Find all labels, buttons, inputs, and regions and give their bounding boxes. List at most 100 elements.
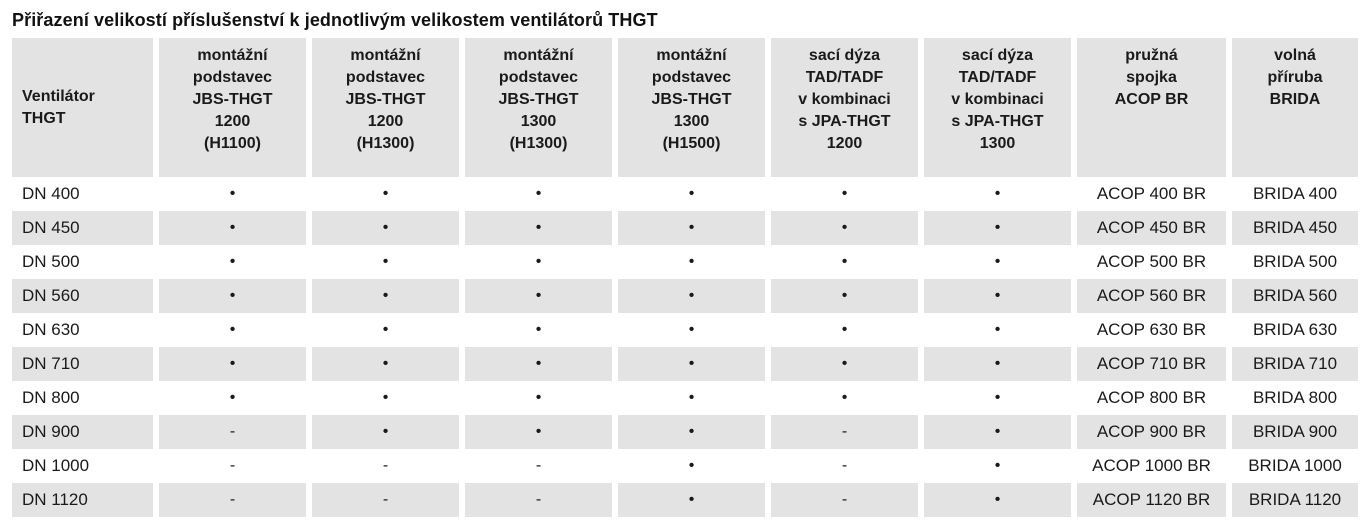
cell-acop: ACOP 1120 BR	[1077, 483, 1226, 517]
cell-marker-col-6: •	[924, 415, 1071, 449]
header-column-8: volná příruba BRIDA	[1232, 38, 1358, 177]
cell-marker-col-2: -	[312, 483, 459, 517]
cell-brida: BRIDA 800	[1232, 381, 1358, 415]
cell-acop: ACOP 560 BR	[1077, 279, 1226, 313]
cell-marker-col-1: -	[159, 449, 306, 483]
cell-acop: ACOP 1000 BR	[1077, 449, 1226, 483]
table-row: DN 710 • • • • • • ACOP 710 BR BRIDA 710	[12, 347, 1358, 381]
table-header: Ventilátor THGT montážní podstavec JBS-TH…	[12, 38, 1358, 177]
cell-brida: BRIDA 400	[1232, 177, 1358, 211]
cell-marker-col-4: •	[618, 313, 765, 347]
header-column-3: montážní podstavec JBS-THGT 1300 (H1300)	[465, 38, 612, 177]
cell-marker-col-1: -	[159, 415, 306, 449]
cell-marker-col-6: •	[924, 211, 1071, 245]
table-body: DN 400 • • • • • • ACOP 400 BR BRIDA 400 DN 450 • •…	[12, 177, 1358, 517]
cell-marker-col-3: •	[465, 279, 612, 313]
cell-marker-col-2: •	[312, 313, 459, 347]
cell-marker-col-6: •	[924, 381, 1071, 415]
cell-brida: BRIDA 710	[1232, 347, 1358, 381]
cell-marker-col-1: -	[159, 483, 306, 517]
header-column-4: montážní podstavec JBS-THGT 1300 (H1500)	[618, 38, 765, 177]
header-column-6: sací dýza TAD/TADF v kombinaci s JPA-THG…	[924, 38, 1071, 177]
cell-marker-col-5: •	[771, 313, 918, 347]
cell-marker-col-3: •	[465, 415, 612, 449]
cell-marker-col-2: •	[312, 279, 459, 313]
cell-marker-col-4: •	[618, 415, 765, 449]
header-column-2: montážní podstavec JBS-THGT 1200 (H1300)	[312, 38, 459, 177]
cell-acop: ACOP 800 BR	[1077, 381, 1226, 415]
cell-marker-col-1: •	[159, 211, 306, 245]
cell-marker-col-4: •	[618, 245, 765, 279]
header-column-1: montážní podstavec JBS-THGT 1200 (H1100)	[159, 38, 306, 177]
cell-acop: ACOP 450 BR	[1077, 211, 1226, 245]
cell-marker-col-2: •	[312, 381, 459, 415]
cell-marker-col-6: •	[924, 177, 1071, 211]
table-row: DN 450 • • • • • • ACOP 450 BR BRIDA 450	[12, 211, 1358, 245]
row-fan-size: DN 900	[12, 415, 153, 449]
cell-marker-col-5: -	[771, 415, 918, 449]
cell-marker-col-6: •	[924, 245, 1071, 279]
cell-acop: ACOP 710 BR	[1077, 347, 1226, 381]
accessories-table: Ventilátor THGT montážní podstavec JBS-TH…	[6, 38, 1364, 517]
table-row: DN 1120- - - • - • ACOP 1120 BR BRIDA 1120	[12, 483, 1358, 517]
cell-brida: BRIDA 900	[1232, 415, 1358, 449]
row-fan-size: DN 450	[12, 211, 153, 245]
table-row: DN 400 • • • • • • ACOP 400 BR BRIDA 400	[12, 177, 1358, 211]
cell-marker-col-2: •	[312, 415, 459, 449]
cell-marker-col-1: •	[159, 347, 306, 381]
header-row: Ventilátor THGT montážní podstavec JBS-TH…	[12, 38, 1358, 177]
cell-marker-col-5: •	[771, 279, 918, 313]
cell-marker-col-3: •	[465, 313, 612, 347]
cell-brida: BRIDA 450	[1232, 211, 1358, 245]
cell-marker-col-2: •	[312, 211, 459, 245]
cell-marker-col-5: -	[771, 483, 918, 517]
cell-marker-col-1: •	[159, 245, 306, 279]
cell-marker-col-5: -	[771, 449, 918, 483]
cell-marker-col-2: •	[312, 245, 459, 279]
cell-marker-col-6: •	[924, 279, 1071, 313]
cell-marker-col-4: •	[618, 381, 765, 415]
cell-brida: BRIDA 560	[1232, 279, 1358, 313]
cell-marker-col-3: •	[465, 381, 612, 415]
cell-marker-col-5: •	[771, 347, 918, 381]
cell-brida: BRIDA 500	[1232, 245, 1358, 279]
cell-marker-col-5: •	[771, 381, 918, 415]
cell-acop: ACOP 630 BR	[1077, 313, 1226, 347]
row-fan-size: DN 1120	[12, 483, 153, 517]
cell-brida: BRIDA 1000	[1232, 449, 1358, 483]
cell-marker-col-1: •	[159, 177, 306, 211]
table-row: DN 1000- - - • - • ACOP 1000 BR BRIDA 1000	[12, 449, 1358, 483]
cell-brida: BRIDA 630	[1232, 313, 1358, 347]
cell-marker-col-4: •	[618, 347, 765, 381]
cell-marker-col-1: •	[159, 279, 306, 313]
header-fan-column: Ventilátor THGT	[12, 38, 153, 177]
cell-marker-col-2: -	[312, 449, 459, 483]
cell-marker-col-5: •	[771, 177, 918, 211]
cell-marker-col-5: •	[771, 211, 918, 245]
row-fan-size: DN 710	[12, 347, 153, 381]
row-fan-size: DN 500	[12, 245, 153, 279]
cell-marker-col-2: •	[312, 177, 459, 211]
cell-marker-col-3: •	[465, 347, 612, 381]
cell-marker-col-6: •	[924, 449, 1071, 483]
cell-acop: ACOP 400 BR	[1077, 177, 1226, 211]
cell-marker-col-3: •	[465, 177, 612, 211]
cell-marker-col-3: -	[465, 483, 612, 517]
cell-acop: ACOP 900 BR	[1077, 415, 1226, 449]
cell-marker-col-3: •	[465, 211, 612, 245]
row-fan-size: DN 630	[12, 313, 153, 347]
row-fan-size: DN 400	[12, 177, 153, 211]
cell-marker-col-4: •	[618, 177, 765, 211]
table-row: DN 900- • • • - • ACOP 900 BR BRIDA 900	[12, 415, 1358, 449]
header-column-7: pružná spojka ACOP BR	[1077, 38, 1226, 177]
table-row: DN 500 • • • • • • ACOP 500 BR BRIDA 500	[12, 245, 1358, 279]
cell-marker-col-4: •	[618, 279, 765, 313]
cell-marker-col-4: •	[618, 211, 765, 245]
cell-marker-col-6: •	[924, 347, 1071, 381]
cell-marker-col-3: -	[465, 449, 612, 483]
table-row: DN 800 • • • • • • ACOP 800 BR BRIDA 800	[12, 381, 1358, 415]
cell-marker-col-3: •	[465, 245, 612, 279]
table-row: DN 630 • • • • • • ACOP 630 BR BRIDA 630	[12, 313, 1358, 347]
cell-marker-col-5: •	[771, 245, 918, 279]
